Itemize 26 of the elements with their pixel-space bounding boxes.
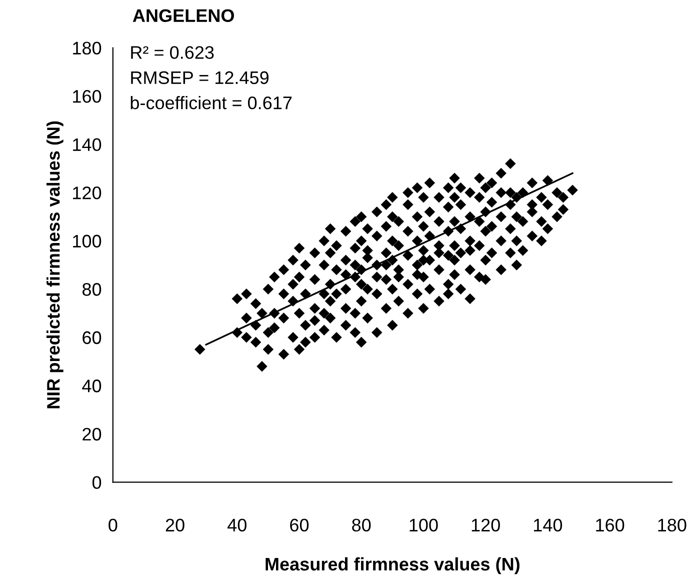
x-tick-label: 120 xyxy=(472,518,500,532)
x-tick-label: 100 xyxy=(410,518,438,532)
y-tick-label: 80 xyxy=(82,283,102,296)
y-tick-label: 120 xyxy=(73,186,102,200)
y-axis-title: NIR predicted firmness values (N) xyxy=(46,121,64,408)
annotation: b-coefficient = 0.617 xyxy=(130,96,292,110)
x-tick-label: 160 xyxy=(596,518,624,532)
y-tick-label: 180 xyxy=(73,42,102,55)
y-tick-label: 60 xyxy=(82,331,102,344)
annotation: R² = 0.623 xyxy=(131,46,214,59)
x-tick-label: 80 xyxy=(352,518,371,532)
y-tick-label: 140 xyxy=(73,138,102,152)
chart-title: ANGELENO xyxy=(132,9,234,22)
y-tick-label: 0 xyxy=(92,476,102,489)
x-tick-label: 40 xyxy=(228,518,246,532)
x-tick-label: 60 xyxy=(290,518,309,532)
x-axis-title: Measured firmness values (N) xyxy=(266,557,520,574)
x-tick-label: 180 xyxy=(658,518,686,532)
x-tick-label: 20 xyxy=(166,518,184,532)
y-tick-label: 100 xyxy=(73,234,102,248)
x-tick-label: 0 xyxy=(108,518,118,532)
y-tick-label: 160 xyxy=(73,90,102,103)
x-tick-label: 140 xyxy=(534,518,562,532)
y-tick-label: 20 xyxy=(82,428,102,441)
y-tick-label: 40 xyxy=(82,380,102,392)
annotation: RMSEP = 12.459 xyxy=(131,71,269,84)
